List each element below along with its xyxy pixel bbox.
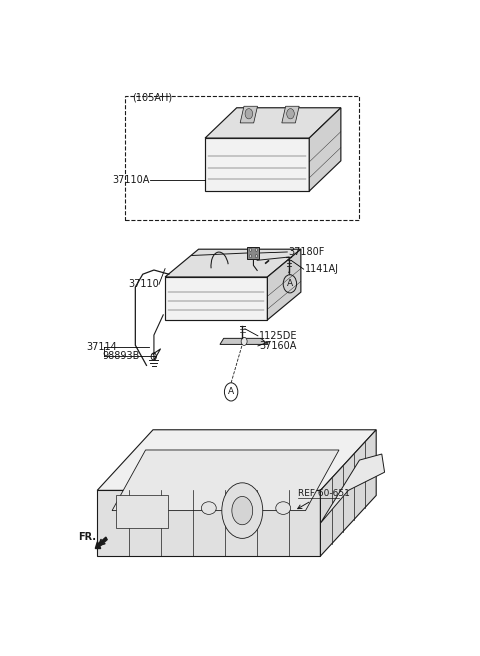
- Text: 1141AJ: 1141AJ: [305, 264, 339, 274]
- Circle shape: [249, 249, 252, 251]
- Polygon shape: [205, 138, 309, 191]
- Polygon shape: [321, 454, 384, 523]
- Text: 37110A: 37110A: [112, 174, 149, 185]
- Circle shape: [255, 255, 258, 258]
- Polygon shape: [240, 106, 257, 123]
- Text: 37114: 37114: [86, 342, 117, 352]
- Text: (105AH): (105AH): [132, 93, 173, 103]
- Text: 37110: 37110: [128, 279, 158, 289]
- FancyArrow shape: [96, 537, 107, 548]
- Ellipse shape: [276, 502, 290, 514]
- Polygon shape: [267, 249, 301, 320]
- Circle shape: [249, 255, 252, 258]
- Bar: [125, 96, 360, 220]
- Text: 37160A: 37160A: [259, 341, 296, 351]
- Polygon shape: [220, 338, 268, 344]
- Polygon shape: [97, 491, 321, 556]
- Text: 1125DE: 1125DE: [259, 331, 298, 341]
- Circle shape: [245, 109, 252, 119]
- Text: A: A: [228, 388, 234, 396]
- Text: A: A: [287, 279, 293, 288]
- Polygon shape: [205, 108, 341, 138]
- Circle shape: [222, 483, 263, 539]
- Polygon shape: [309, 108, 341, 191]
- Text: 37180F: 37180F: [289, 247, 325, 257]
- Polygon shape: [321, 430, 376, 556]
- Polygon shape: [165, 249, 301, 277]
- Text: FR.: FR.: [79, 533, 96, 543]
- Text: REF 60-651: REF 60-651: [298, 489, 350, 508]
- Circle shape: [232, 497, 252, 525]
- Circle shape: [287, 109, 294, 119]
- Polygon shape: [282, 106, 299, 123]
- Bar: [116, 495, 168, 528]
- Text: 98893B: 98893B: [103, 350, 140, 361]
- Circle shape: [241, 337, 247, 346]
- Circle shape: [255, 249, 258, 251]
- Polygon shape: [97, 430, 376, 491]
- Polygon shape: [165, 277, 267, 320]
- Ellipse shape: [202, 502, 216, 514]
- Bar: [248, 247, 259, 259]
- Polygon shape: [112, 450, 339, 510]
